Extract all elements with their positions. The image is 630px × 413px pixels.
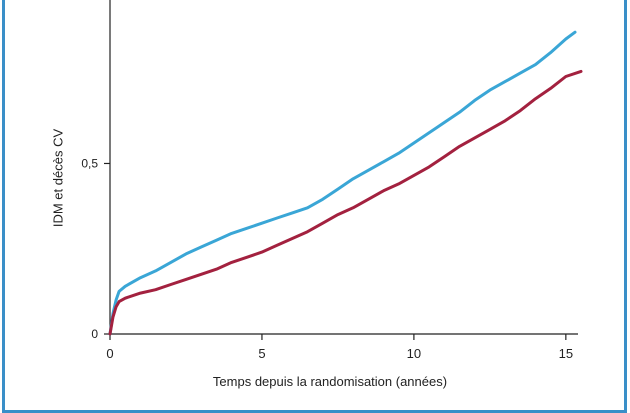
x-tick-label-2: 10 [407, 346, 421, 361]
x-tick-label-0: 0 [106, 346, 113, 361]
frame-border-left [2, 0, 5, 413]
series-line-0 [108, 30, 577, 336]
y-axis-label-text: IDM et décès CV [50, 128, 66, 228]
frame-border-bottom [2, 410, 627, 413]
series-line-1 [108, 69, 583, 336]
x-axis-label: Temps depuis la randomisation (années) [212, 374, 448, 389]
frame-border-right [624, 0, 627, 413]
x-tick-label-3: 15 [559, 346, 573, 361]
x-tick-label-1: 5 [258, 346, 265, 361]
y-tick-label-1: 0,5 [81, 156, 98, 170]
y-tick-label-0: 0 [91, 327, 98, 341]
